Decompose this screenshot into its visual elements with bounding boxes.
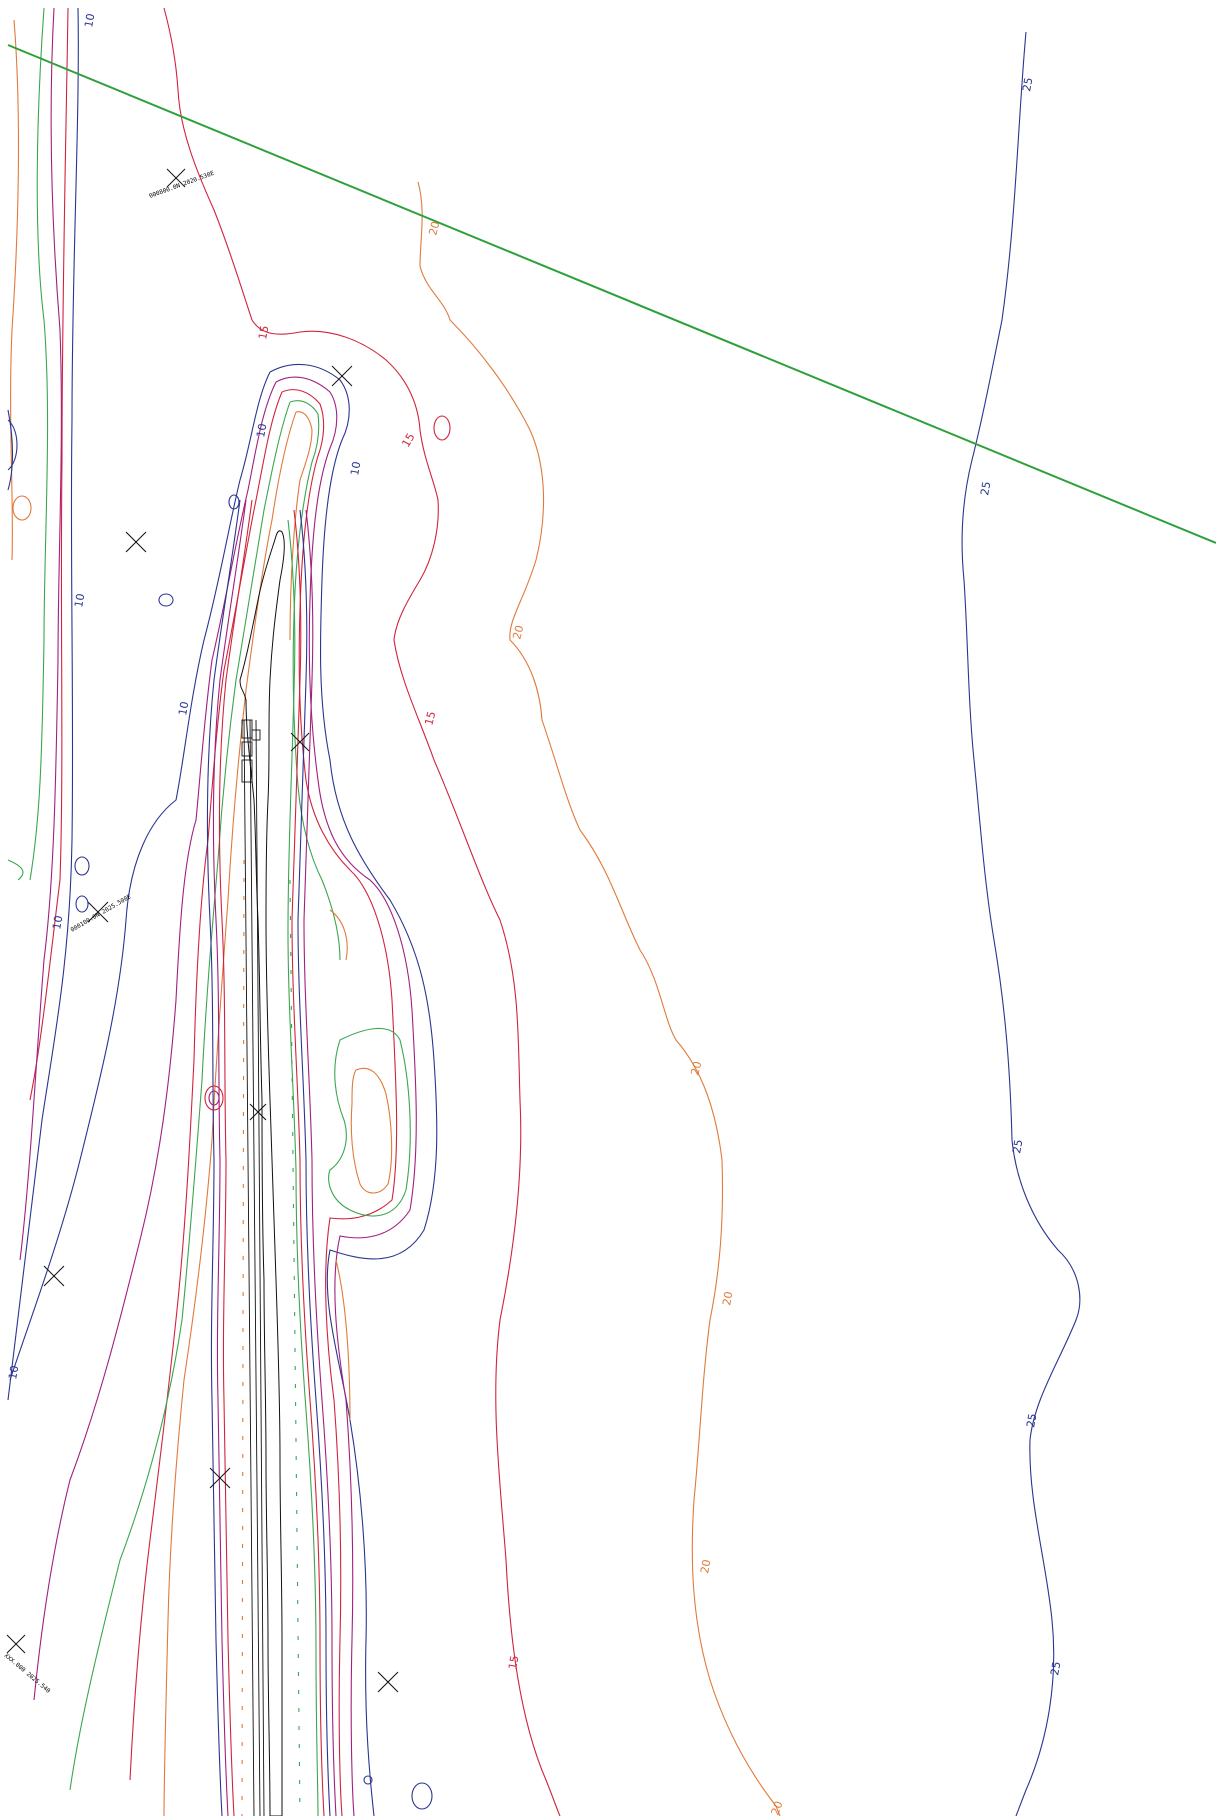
contour-10-left-small bbox=[7, 419, 18, 471]
x-cross-icon bbox=[87, 901, 109, 923]
building-4 bbox=[251, 729, 261, 741]
contour-green-edge bbox=[7, 859, 24, 881]
contour-15-main bbox=[163, 7, 561, 1816]
contour-green-groyne bbox=[69, 400, 341, 1791]
contour-label-15: 15 bbox=[506, 1654, 521, 1670]
contour-orange-groyne bbox=[163, 411, 313, 1816]
x-cross-icon bbox=[6, 1634, 26, 1654]
contour-label-15: 15 bbox=[399, 431, 417, 450]
contour-20-main bbox=[417, 181, 781, 1816]
contour-25-main bbox=[961, 31, 1081, 1816]
survey-marks bbox=[6, 168, 399, 1693]
misc-loops bbox=[7, 419, 433, 1810]
small-blue-loop-1 bbox=[228, 494, 240, 510]
contour-inner-left-blue bbox=[206, 499, 241, 1816]
contour-10-groyne-outer bbox=[9, 363, 438, 1816]
contour-10-edge bbox=[7, 409, 14, 491]
contour-dashed-right bbox=[289, 879, 301, 1816]
contour-label-20: 20 bbox=[720, 1290, 735, 1306]
contour-label-25: 25 bbox=[1048, 1660, 1063, 1676]
contour-inner-right-blue bbox=[297, 509, 331, 1816]
x-cross-icon bbox=[290, 732, 310, 752]
quay-line-1 bbox=[243, 719, 255, 1816]
small-orange-loop bbox=[12, 495, 32, 521]
contour-label-15: 15 bbox=[256, 324, 271, 340]
coordinate-annotations: 000800.0N 2020.530E 000100.0N 2025.500E … bbox=[3, 170, 216, 1695]
building-2 bbox=[241, 741, 253, 757]
small-blue-loop-3 bbox=[74, 856, 90, 876]
contour-left-orange bbox=[10, 19, 20, 561]
contour-label-20: 20 bbox=[769, 1799, 786, 1816]
small-blue-loop-4 bbox=[75, 895, 89, 913]
contour-green-inner-loop bbox=[328, 1027, 411, 1217]
contour-orange-inner-loop bbox=[350, 1067, 393, 1194]
coordinate-label: XXX.000 2025.540 bbox=[3, 1652, 52, 1695]
contour-label-20: 20 bbox=[698, 1558, 713, 1574]
contour-label-20: 20 bbox=[426, 220, 442, 237]
contour-label-10: 10 bbox=[82, 12, 97, 28]
contour-inner-left-purple bbox=[212, 499, 247, 1816]
x-cross-icon bbox=[249, 1103, 267, 1121]
groyne-contour-bundle bbox=[9, 363, 451, 1816]
left-contour-bundle bbox=[7, 7, 79, 1401]
contour-inner-right-green bbox=[287, 519, 319, 1816]
contour-inner-right-red bbox=[291, 509, 325, 1816]
x-cross-icon bbox=[377, 1671, 399, 1693]
contour-label-20: 20 bbox=[510, 624, 526, 641]
building-1 bbox=[241, 719, 253, 739]
contour-purple-groyne bbox=[33, 376, 417, 1816]
contour-label-10: 10 bbox=[72, 592, 87, 608]
quay-line-3 bbox=[255, 719, 265, 1816]
contour-orange-groyne-right bbox=[329, 909, 351, 1421]
x-cross-icon bbox=[166, 168, 186, 188]
coordinate-label: 000800.0N 2020.530E bbox=[148, 170, 215, 200]
building-3 bbox=[241, 759, 253, 783]
small-blue-loop-5 bbox=[363, 1775, 373, 1785]
x-cross-icon bbox=[209, 1467, 231, 1489]
contour-labels: 10 10 10 10 10 10 10 15 15 15 15 20 20 2… bbox=[6, 12, 1063, 1816]
contour-left-red bbox=[29, 7, 69, 1101]
quay-line-2 bbox=[249, 719, 261, 1816]
contour-label-10: 10 bbox=[50, 914, 65, 930]
rock-fill-area bbox=[239, 530, 285, 1816]
contour-label-25: 25 bbox=[1024, 1412, 1039, 1428]
contour-label-10: 10 bbox=[348, 460, 363, 476]
contour-label-15: 15 bbox=[422, 710, 438, 727]
small-blue-loop-6 bbox=[411, 1782, 433, 1810]
x-cross-icon bbox=[43, 1265, 65, 1287]
small-blue-loop-2 bbox=[158, 593, 174, 607]
contour-label-10: 10 bbox=[176, 700, 191, 716]
contour-label-10: 10 bbox=[6, 1364, 21, 1380]
contour-label-25: 25 bbox=[1010, 1138, 1025, 1154]
contour-red-groyne-inner bbox=[129, 389, 398, 1816]
contour-label-10: 10 bbox=[254, 422, 269, 438]
small-red-loop-concentric bbox=[204, 1085, 224, 1111]
contour-inner-right-purple bbox=[303, 509, 337, 1816]
x-cross-icon bbox=[331, 365, 353, 387]
contour-dashed-left bbox=[241, 859, 245, 1816]
x-cross-icon bbox=[125, 531, 147, 553]
contour-label-25: 25 bbox=[1020, 76, 1035, 92]
contour-left-purple bbox=[19, 7, 62, 1261]
contour-10-left-outer bbox=[7, 7, 79, 1401]
contour-label-20: 20 bbox=[688, 1060, 704, 1077]
rock-groyne-structure bbox=[239, 530, 285, 1816]
coordinate-label: 000100.0N 2025.500E bbox=[70, 893, 133, 934]
section-line bbox=[7, 44, 1216, 544]
contour-inner-left-red bbox=[218, 499, 253, 1816]
small-purple-loop-concentric bbox=[208, 1090, 220, 1106]
small-red-loop-north bbox=[433, 415, 451, 441]
contour-label-25: 25 bbox=[978, 480, 993, 496]
contour-left-green bbox=[29, 7, 49, 881]
